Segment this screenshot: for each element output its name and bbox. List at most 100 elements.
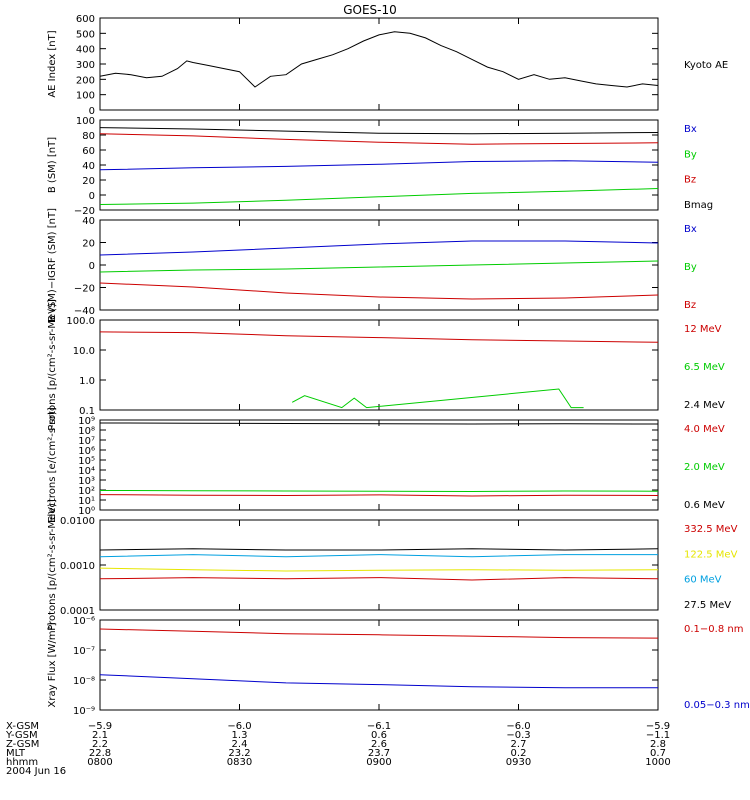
x-axis-value: −5.9 [88,721,112,732]
series-line-4-0-mev [99,494,659,497]
y-tick-label: 10⁴ [78,466,95,477]
x-axis-value: 2.8 [650,739,666,750]
x-axis-row-label: hhmm [6,757,38,768]
y-axis-label: Electrons [e/(cm²-s-sr)] [47,407,58,523]
y-axis-label: B (SM) [nT] [47,137,58,193]
legend-2-0-mev: 2.0 MeV [684,462,725,473]
y-tick-label: 500 [76,29,95,40]
legend-4-0-mev: 4.0 MeV [684,424,725,435]
x-axis-value: 2.1 [92,730,108,741]
series-line-0-05-0-3-nm [99,674,658,689]
panel-4: 0.1 1.0 10.0 100.0 Protons [p/(cm²-s-sr-MeV)… [47,299,725,431]
y-tick-label: 10⁵ [78,456,95,467]
y-tick-label: −40 [74,306,95,317]
panel-frame [99,319,659,411]
x-axis-row-label: MLT [6,748,26,759]
series-line-bx [99,160,659,171]
date-label: 2004 Jun 16 [6,766,66,777]
y-tick-label: 10¹ [78,496,95,507]
x-axis-value: 0830 [227,757,252,768]
x-axis-value: 0.2 [511,748,527,759]
x-axis-value: 2.2 [92,739,108,750]
y-tick-label: 40 [82,216,95,227]
x-axis-value: 0800 [87,757,112,768]
y-tick-label: −20 [74,284,95,295]
series-line-27-5-mev [99,548,659,551]
y-tick-label: 60 [82,146,95,157]
x-axis-value: 22.8 [89,748,111,759]
y-tick-label: 80 [82,131,95,142]
series-line-kyoto-ae [99,31,659,88]
x-axis-value: 23.2 [228,748,250,759]
legend-bx: Bx [684,224,697,235]
x-axis-value: 2.6 [371,739,387,750]
panel-3: −40 −20 0 20 40 B (SM)−IGRF (SM) [nT] Bx By Bz [47,208,697,322]
y-tick-label: 0.1 [79,406,95,417]
series-line-12-mev [99,331,659,343]
y-tick-label: 300 [76,60,95,71]
legend-0-1-0-8-nm: 0.1−0.8 nm [684,624,743,635]
series-line-0-6-mev [99,422,659,425]
legend-by: By [684,149,697,160]
y-axis-label: Protons [p/(cm²-s-sr-MeV)] [47,499,58,631]
series-line-0-1-0-8-nm [99,628,659,639]
legend-2-4-mev: 2.4 MeV [684,400,725,411]
y-tick-label: 10⁷ [78,436,95,447]
series-line-by [99,188,659,205]
series-line-bz [99,133,659,145]
y-tick-label: −20 [74,206,95,217]
legend-0-05-0-3-nm: 0.05−0.3 nm [684,700,750,711]
plot-title: GOES-10 [343,3,397,17]
legend-bx: Bx [684,124,697,135]
y-tick-label: 10³ [78,476,95,487]
y-tick-label: 10⁰ [78,506,95,517]
legend-bz: Bz [684,300,696,311]
panel-frame [99,619,659,711]
x-axis-value: 2.4 [232,739,248,750]
x-axis-value: 1.3 [232,730,248,741]
series-line-60-mev [99,554,658,558]
y-axis-label: Protons [p/(cm²-s-sr-MeV)] [47,299,58,431]
panel-7: 10⁻⁹ 10⁻⁸ 10⁻⁷ 10⁻⁶ Xray Flux [W/m²] 0.1−0.8 … [47,616,750,717]
y-axis-label: Xray Flux [W/m²] [47,622,58,707]
y-tick-label: 10⁻⁸ [73,676,95,687]
y-tick-label: 10⁹ [78,416,95,427]
x-axis-value: 2.7 [511,739,527,750]
x-axis-value: 0930 [506,757,531,768]
legend-0-6-mev: 0.6 MeV [684,500,725,511]
y-tick-label: 1.0 [79,376,95,387]
y-tick-label: 10⁻⁹ [73,706,95,717]
y-axis-label: B (SM)−IGRF (SM) [nT] [47,208,58,322]
y-tick-label: 0 [89,106,95,117]
panel-frame [99,519,659,611]
legend-by: By [684,262,697,273]
y-tick-label: 20 [82,239,95,250]
legend-6-5-mev: 6.5 MeV [684,362,725,373]
panel-frame [99,419,659,511]
legend-bz: Bz [684,175,696,186]
y-tick-label: 0.0100 [60,516,95,527]
x-axis-value: −6.0 [227,721,251,732]
legend-332-5-mev: 332.5 MeV [684,524,738,535]
x-axis-value: −6.0 [506,721,530,732]
legend-60-mev: 60 MeV [684,575,722,586]
y-tick-label: 0 [89,261,95,272]
x-axis-value: 0900 [366,757,391,768]
x-axis-value: 0.6 [371,730,387,741]
y-tick-label: 0.0010 [60,561,95,572]
panel-2: −20 0 20 40 60 80 100 B (SM) [nT] Bx By Bz Bmag [47,116,713,217]
x-axis-value: 0.7 [650,748,666,759]
x-axis-value: −6.1 [367,721,391,732]
legend-12-mev: 12 MeV [684,324,722,335]
legend-bmag: Bmag [684,200,713,211]
y-tick-label: 100.0 [66,316,95,327]
x-axis-value: 1000 [645,757,670,768]
series-line-6-5-mev [291,388,584,409]
x-axis-value: −1.1 [646,730,670,741]
panel-1: 0 100 200 300 400 500 600 AE Index [nT] Kyoto AE [47,14,728,117]
x-axis-row-label: Y-GSM [5,730,38,741]
